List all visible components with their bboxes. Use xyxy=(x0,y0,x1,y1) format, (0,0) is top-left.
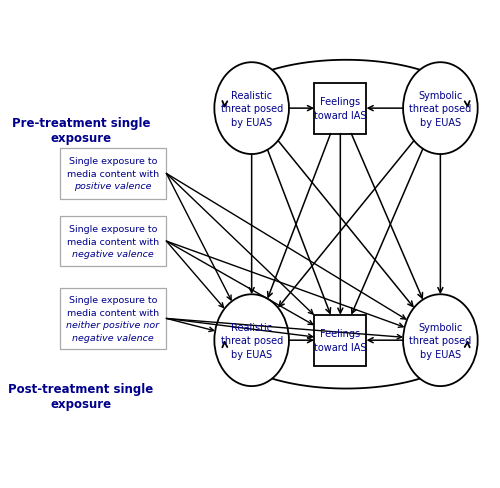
FancyBboxPatch shape xyxy=(60,288,166,349)
Text: negative valence: negative valence xyxy=(72,333,154,342)
Text: by EUAS: by EUAS xyxy=(420,118,461,127)
Text: by EUAS: by EUAS xyxy=(231,118,272,127)
Text: threat posed: threat posed xyxy=(410,336,472,346)
Text: neither positive nor: neither positive nor xyxy=(66,321,160,329)
Text: threat posed: threat posed xyxy=(220,336,283,346)
Ellipse shape xyxy=(214,63,289,155)
Ellipse shape xyxy=(214,295,289,386)
Text: Realistic: Realistic xyxy=(231,90,272,101)
Text: toward IAS: toward IAS xyxy=(314,111,366,121)
Text: Single exposure to: Single exposure to xyxy=(69,224,157,234)
Text: Pre-treatment single
exposure: Pre-treatment single exposure xyxy=(12,117,150,144)
Text: by EUAS: by EUAS xyxy=(420,349,461,359)
Text: media content with: media content with xyxy=(67,169,159,179)
Text: Feelings: Feelings xyxy=(320,97,360,107)
Text: Feelings: Feelings xyxy=(320,329,360,339)
Text: Symbolic: Symbolic xyxy=(418,322,463,332)
Text: media content with: media content with xyxy=(67,237,159,246)
Ellipse shape xyxy=(403,295,477,386)
Text: Realistic: Realistic xyxy=(231,322,272,332)
Text: positive valence: positive valence xyxy=(74,182,152,191)
Text: Symbolic: Symbolic xyxy=(418,90,463,101)
Text: Single exposure to: Single exposure to xyxy=(69,157,157,166)
Text: by EUAS: by EUAS xyxy=(231,349,272,359)
Text: threat posed: threat posed xyxy=(220,104,283,114)
Text: Single exposure to: Single exposure to xyxy=(69,295,157,305)
FancyBboxPatch shape xyxy=(314,83,366,134)
Ellipse shape xyxy=(403,63,477,155)
FancyBboxPatch shape xyxy=(60,149,166,200)
Text: Post-treatment single
exposure: Post-treatment single exposure xyxy=(8,382,154,410)
FancyBboxPatch shape xyxy=(314,315,366,366)
FancyBboxPatch shape xyxy=(60,216,166,267)
Text: toward IAS: toward IAS xyxy=(314,342,366,352)
Text: threat posed: threat posed xyxy=(410,104,472,114)
Text: negative valence: negative valence xyxy=(72,250,154,259)
Text: media content with: media content with xyxy=(67,308,159,317)
